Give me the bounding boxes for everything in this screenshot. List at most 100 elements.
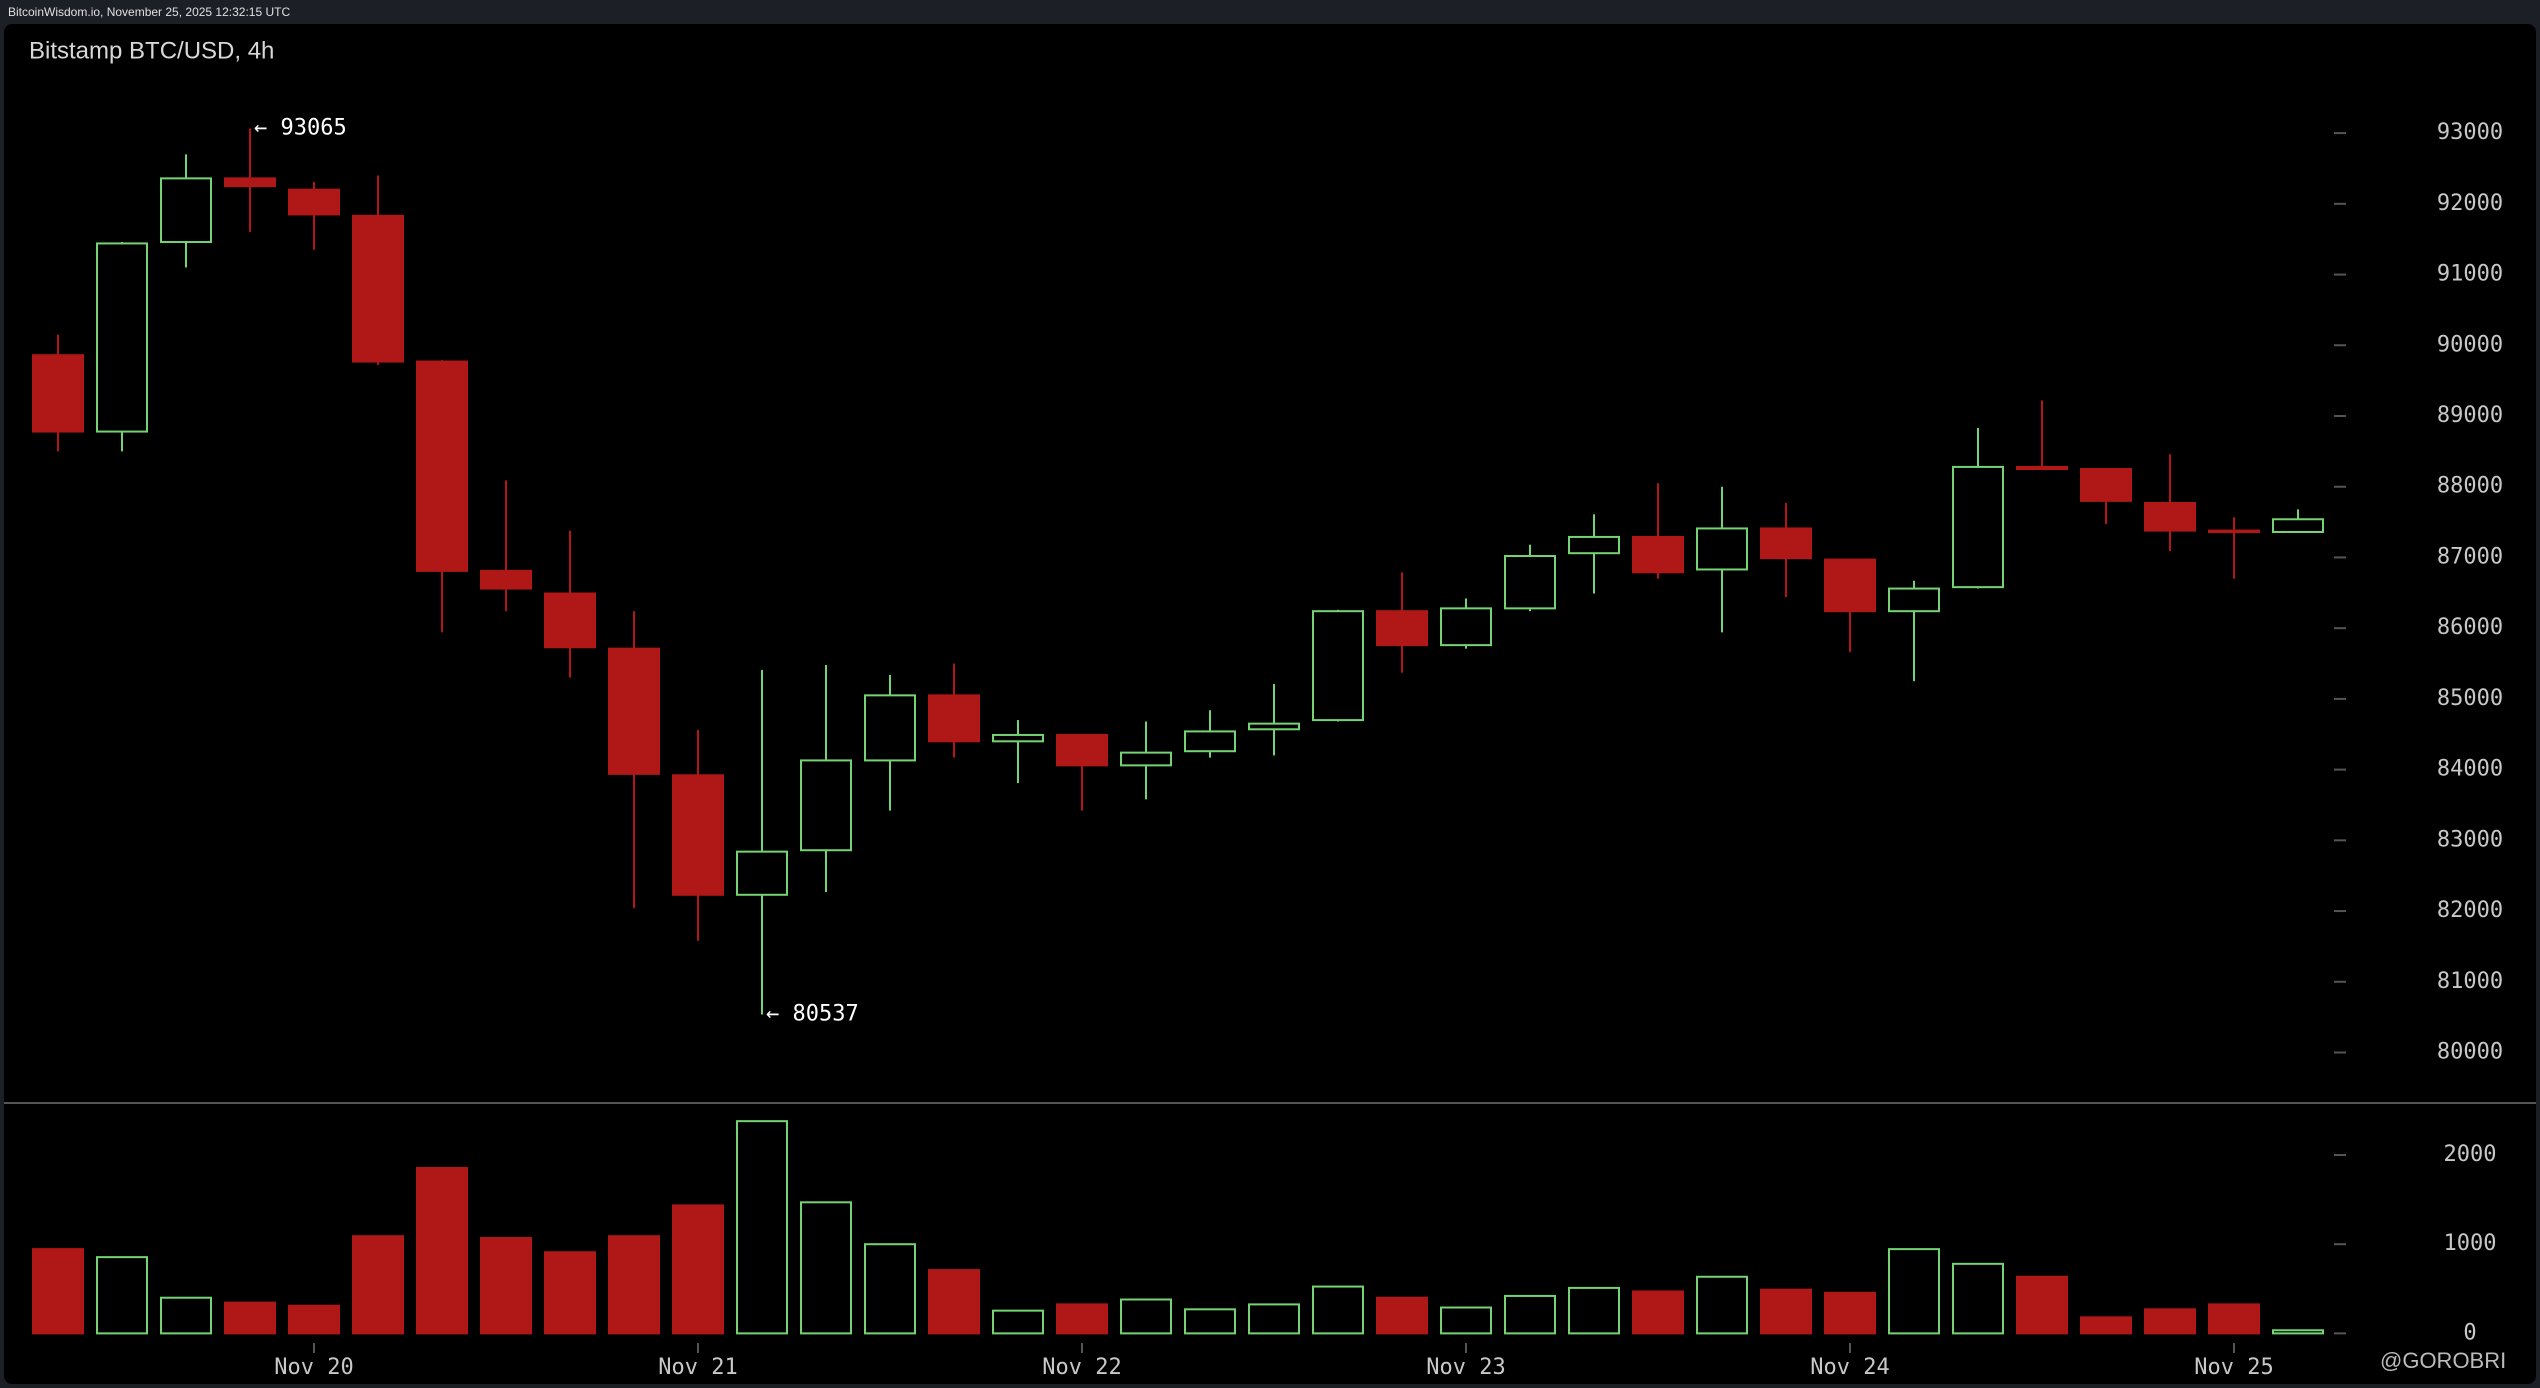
volume-bar	[928, 1269, 980, 1335]
volume-bar	[1696, 1275, 1748, 1335]
x-tick-label: Nov 21	[658, 1355, 737, 1380]
volume-bar	[2080, 1316, 2132, 1335]
volume-bar	[480, 1236, 532, 1335]
candle-body	[480, 569, 532, 590]
candle-body	[1120, 751, 1172, 767]
y-tick-label: 93000	[2437, 120, 2503, 145]
candle-body	[224, 177, 276, 188]
candle-body	[1824, 558, 1876, 613]
chart-panel	[4, 24, 2536, 1384]
candle-body	[2080, 468, 2132, 502]
volume-bar	[992, 1309, 1044, 1335]
volume-bar	[1888, 1248, 1940, 1335]
volume-bar	[352, 1235, 404, 1335]
x-tick-label: Nov 23	[1426, 1355, 1505, 1380]
candle-body	[96, 242, 148, 433]
top-bar	[0, 0, 2540, 24]
candle-body	[288, 188, 340, 216]
volume-bar	[2208, 1303, 2260, 1335]
y-tick-label: 90000	[2437, 332, 2503, 357]
volume-bar	[608, 1235, 660, 1335]
annotation: ← 93065	[254, 116, 347, 141]
y-tick-label: 82000	[2437, 898, 2503, 923]
y-tick-label: 83000	[2437, 827, 2503, 852]
x-tick-label: Nov 25	[2194, 1355, 2273, 1380]
candle-body	[544, 592, 596, 649]
volume-bar	[1952, 1262, 2004, 1335]
volume-bar	[864, 1243, 916, 1335]
y-tick-label: 1000	[2444, 1231, 2497, 1256]
volume-bar	[1376, 1296, 1428, 1335]
candle-body	[864, 694, 916, 762]
volume-bar	[2016, 1275, 2068, 1335]
candle-body	[2272, 518, 2324, 533]
candle-body	[1632, 535, 1684, 574]
volume-bar	[1184, 1308, 1236, 1335]
volume-bar	[1056, 1303, 1108, 1335]
volume-bar	[672, 1204, 724, 1335]
candle-body	[2016, 465, 2068, 471]
volume-bar	[800, 1201, 852, 1335]
volume-bar	[2144, 1308, 2196, 1335]
y-tick-label: 88000	[2437, 474, 2503, 499]
volume-bar	[1120, 1298, 1172, 1335]
volume-bar	[1248, 1303, 1300, 1335]
volume-bar	[288, 1304, 340, 1335]
volume-bar	[544, 1251, 596, 1335]
volume-bar	[1632, 1290, 1684, 1335]
volume-bar	[1440, 1306, 1492, 1335]
candle-body	[416, 360, 468, 572]
volume-bar	[1312, 1285, 1364, 1335]
y-tick-label: 86000	[2437, 615, 2503, 640]
x-tick-label: Nov 24	[1810, 1355, 1889, 1380]
annotation: ← 80537	[766, 1002, 859, 1027]
candle-body	[736, 850, 788, 896]
y-tick-label: 85000	[2437, 686, 2503, 711]
candle-body	[1696, 527, 1748, 571]
x-tick-label: Nov 22	[1042, 1355, 1121, 1380]
candle-body	[2144, 501, 2196, 532]
candle-body	[1312, 610, 1364, 722]
y-tick-label: 87000	[2437, 544, 2503, 569]
x-tick-label: Nov 20	[274, 1355, 353, 1380]
candle-body	[1248, 722, 1300, 731]
volume-bar	[1760, 1288, 1812, 1335]
candle-body	[992, 733, 1044, 743]
candle-body	[1952, 465, 2004, 589]
volume-bar	[96, 1256, 148, 1335]
candle-body	[608, 647, 660, 775]
volume-bar	[1504, 1294, 1556, 1335]
candle-body	[32, 354, 84, 433]
candle-body	[928, 694, 980, 743]
y-tick-label: 92000	[2437, 191, 2503, 216]
volume-bar	[1824, 1291, 1876, 1335]
volume-bar	[160, 1296, 212, 1335]
volume-bar	[736, 1120, 788, 1335]
candle-body	[672, 774, 724, 896]
candle-body	[2208, 529, 2260, 534]
y-tick-label: 81000	[2437, 969, 2503, 994]
source-label: BitcoinWisdom.io, November 25, 2025 12:3…	[8, 5, 290, 19]
y-tick-label: 80000	[2437, 1039, 2503, 1064]
y-tick-label: 2000	[2444, 1142, 2497, 1167]
candle-body	[1888, 587, 1940, 613]
y-tick-label: 89000	[2437, 403, 2503, 428]
candle-body	[1056, 733, 1108, 767]
volume-bar	[1568, 1286, 1620, 1335]
y-tick-label: 0	[2463, 1320, 2476, 1345]
y-tick-label: 84000	[2437, 757, 2503, 782]
candle-body	[1440, 607, 1492, 647]
watermark: @GOROBRI	[2380, 1348, 2506, 1373]
y-tick-label: 91000	[2437, 262, 2503, 287]
candle-body	[1504, 555, 1556, 610]
chart-title: Bitstamp BTC/USD, 4h	[29, 37, 274, 64]
candle-body	[160, 177, 212, 244]
volume-bar	[2272, 1329, 2324, 1335]
volume-bar	[32, 1248, 84, 1335]
candle-body	[1376, 610, 1428, 647]
candle-body	[800, 759, 852, 852]
candle-body	[352, 214, 404, 363]
volume-bar	[416, 1166, 468, 1335]
